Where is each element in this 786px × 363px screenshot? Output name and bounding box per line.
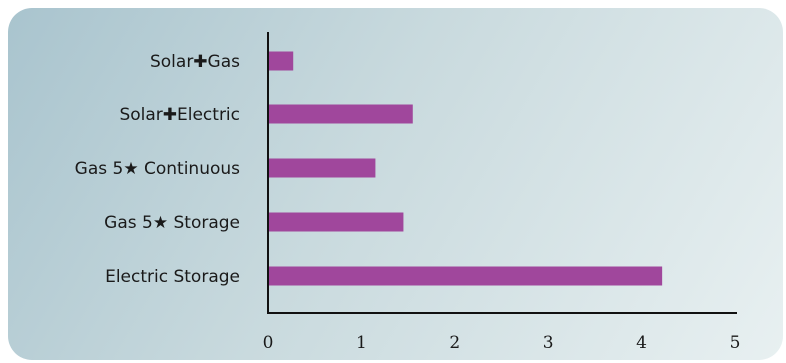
category-label-1: Solar✚Electric bbox=[119, 105, 240, 125]
category-label-2: Gas 5★ Continuous bbox=[75, 159, 240, 179]
x-tick-label-4: 4 bbox=[636, 333, 647, 353]
bar-4 bbox=[268, 266, 663, 286]
chart-panel bbox=[8, 8, 783, 360]
category-label-0: Solar✚Gas bbox=[150, 52, 240, 72]
bar-0 bbox=[268, 51, 294, 71]
bar-3 bbox=[268, 212, 404, 232]
x-tick-label-2: 2 bbox=[449, 333, 460, 353]
x-tick-label-3: 3 bbox=[543, 333, 554, 353]
bars-group bbox=[268, 51, 663, 286]
bar-2 bbox=[268, 158, 376, 178]
x-tick-label-5: 5 bbox=[730, 333, 741, 353]
category-labels: Solar✚Gas Solar✚Electric Gas 5★ Continuous… bbox=[75, 52, 240, 287]
x-tick-label-1: 1 bbox=[356, 333, 367, 353]
bar-1 bbox=[268, 104, 413, 124]
x-tick-label-0: 0 bbox=[263, 333, 274, 353]
category-label-4: Electric Storage bbox=[105, 267, 240, 287]
x-tick-labels: 0 1 2 3 4 5 bbox=[263, 333, 741, 353]
category-label-3: Gas 5★ Storage bbox=[104, 213, 240, 233]
